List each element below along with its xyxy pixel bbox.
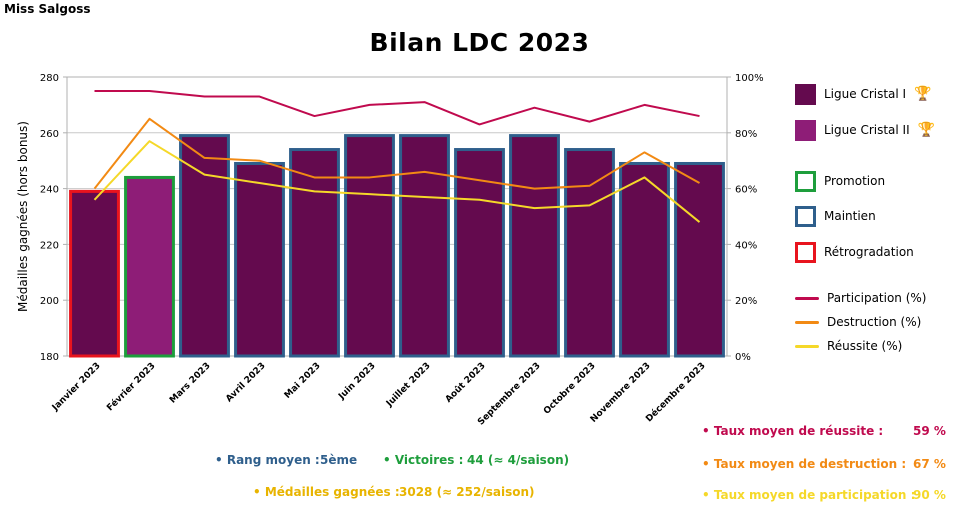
y-tick-label: 260: [40, 129, 59, 140]
stat-taux-reussite: • Taux moyen de réussite : 59 %: [702, 424, 946, 438]
legend-swatch-cristal-1: [795, 83, 816, 105]
legend-item-cristal-2: Ligue Cristal II 🏆: [795, 118, 935, 142]
x-tick-label: Juillet 2023: [384, 361, 433, 410]
bar: [509, 134, 560, 358]
x-tick-label: Novembre 2023: [589, 361, 653, 425]
plot-frame: [66, 76, 728, 357]
stat-taux-reussite-value: 59 %: [913, 424, 946, 438]
legend-swatch-promotion: [795, 170, 816, 192]
legend-swatch-maintien: [795, 205, 816, 227]
bar: [69, 189, 120, 358]
author-name: Miss Salgoss: [4, 2, 91, 16]
bar: [454, 148, 505, 358]
reussite-line: [93, 140, 701, 223]
stat-taux-participation: • Taux moyen de participation : 90 %: [702, 488, 946, 502]
x-tick-label: Janvier 2023: [50, 361, 103, 414]
stat-rang-label: • Rang moyen :: [215, 453, 320, 467]
legend-swatch-retrogradation: [795, 241, 816, 263]
legend-item-maintien: Maintien: [795, 204, 876, 228]
stat-victoires-label: • Victoires :: [383, 453, 464, 467]
x-tick-label: Mars 2023: [168, 361, 213, 406]
stat-victoires-value: 44 (≈ 4/saison): [467, 453, 570, 467]
legend-item-destruction: Destruction (%): [795, 310, 921, 334]
legend-label-cristal-2: Ligue Cristal II: [824, 123, 910, 137]
stat-taux-destruction-label: • Taux moyen de destruction :: [702, 457, 907, 471]
stat-medailles-value: 3028 (≈ 252/saison): [399, 485, 535, 499]
legend-item-retrogradation: Rétrogradation: [795, 240, 914, 264]
bar: [564, 148, 615, 358]
x-tick-label: Septembre 2023: [476, 361, 542, 427]
legend-swatch-cristal-2: [795, 119, 816, 141]
destruction-line: [93, 117, 700, 190]
y-tick-label: 200: [40, 296, 59, 307]
bar: [344, 134, 395, 358]
x-tick-label: Avril 2023: [224, 361, 267, 404]
legend-label-destruction: Destruction (%): [827, 315, 922, 329]
stat-taux-participation-value: 90 %: [913, 488, 946, 502]
bar: [124, 175, 175, 358]
legend-item-cristal-1: Ligue Cristal I 🏆: [795, 82, 932, 106]
y2-tick-label: 20%: [735, 296, 757, 307]
y-tick-label: 240: [40, 185, 59, 196]
y2-tick-label: 40%: [735, 240, 757, 251]
trophy-icon: 🏆: [917, 122, 936, 138]
y-tick-label: 220: [40, 240, 59, 251]
legend-item-promotion: Promotion: [795, 169, 885, 193]
stat-medailles-label: • Médailles gagnées :: [253, 485, 400, 499]
y-tick-label: 180: [40, 352, 59, 363]
stat-taux-participation-label: • Taux moyen de participation :: [702, 488, 916, 502]
legend-item-participation: Participation (%): [795, 286, 927, 310]
x-tick-label: Mai 2023: [283, 361, 323, 401]
legend-label-participation: Participation (%): [827, 291, 927, 305]
x-tick-label: Octobre 2023: [542, 361, 598, 417]
bar: [234, 161, 285, 358]
x-tick-label: Février 2023: [105, 360, 158, 413]
stat-taux-reussite-label: • Taux moyen de réussite :: [702, 424, 884, 438]
legend-label-retrogradation: Rétrogradation: [824, 245, 914, 259]
bar: [179, 134, 230, 358]
y2-tick-label: 60%: [735, 185, 757, 196]
bar: [674, 161, 725, 358]
chart-title: Bilan LDC 2023: [369, 28, 590, 57]
legend-swatch-participation: [795, 296, 819, 300]
x-tick-label: Décembre 2023: [644, 360, 708, 424]
trophy-icon: 🏆: [914, 86, 932, 102]
legend-label-promotion: Promotion: [824, 174, 886, 188]
participation-line: [94, 89, 700, 126]
y-tick-label: 280: [40, 73, 59, 84]
legend-label-reussite: Réussite (%): [827, 339, 903, 353]
legend-label-cristal-1: Ligue Cristal I: [824, 87, 907, 101]
stat-rang-moyen: • Rang moyen : 5ème: [215, 453, 357, 467]
y2-tick-label: 100%: [735, 73, 764, 84]
stat-taux-destruction: • Taux moyen de destruction : 67 %: [702, 457, 946, 471]
x-tick-label: Août 2023: [444, 361, 488, 405]
stat-medailles: • Médailles gagnées : 3028 (≈ 252/saison…: [253, 485, 535, 499]
x-tick-label: Juin 2023: [336, 361, 377, 402]
y2-tick-label: 0%: [735, 352, 751, 363]
legend-item-reussite: Réussite (%): [795, 334, 902, 358]
y-axis-label: Médailles gagnées (hors bonus): [16, 121, 30, 312]
bar: [399, 134, 450, 358]
stat-rang-value: 5ème: [320, 453, 358, 467]
y2-tick-label: 80%: [735, 129, 757, 140]
legend-swatch-destruction: [795, 320, 819, 324]
stat-taux-destruction-value: 67 %: [913, 457, 946, 471]
bar: [619, 161, 670, 358]
legend-swatch-reussite: [795, 344, 819, 348]
bar: [289, 148, 340, 358]
legend-label-maintien: Maintien: [824, 209, 876, 223]
stat-victoires: • Victoires : 44 (≈ 4/saison): [383, 453, 569, 467]
